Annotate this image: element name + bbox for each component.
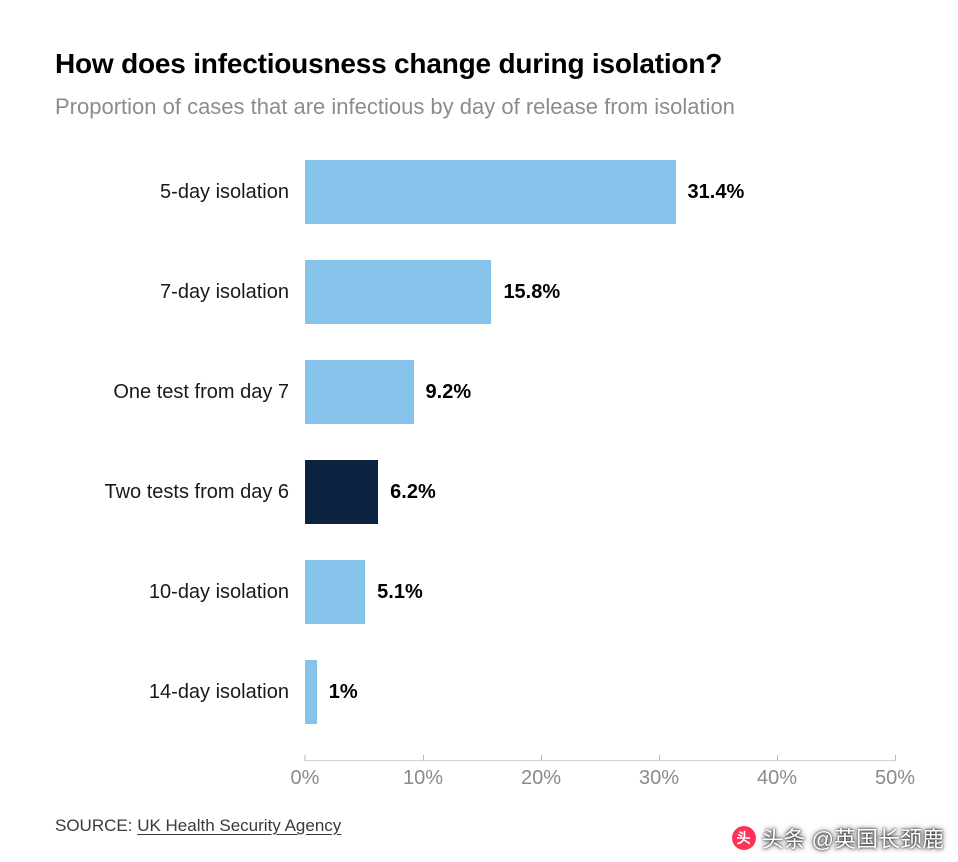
plot-area: 9.2% bbox=[305, 360, 895, 424]
bar-row: One test from day 7 9.2% bbox=[55, 360, 903, 424]
chart-subtitle: Proportion of cases that are infectious … bbox=[55, 94, 903, 120]
bar bbox=[305, 460, 378, 524]
bar-value-label: 6.2% bbox=[378, 460, 436, 524]
bar bbox=[305, 260, 491, 324]
watermark: 头 头条 @英国长颈鹿 bbox=[732, 822, 944, 854]
bar bbox=[305, 360, 414, 424]
watermark-prefix: 头条 bbox=[762, 822, 806, 854]
x-tick: 10% bbox=[403, 755, 443, 790]
bar-value-label: 5.1% bbox=[365, 560, 423, 624]
watermark-handle: @英国长颈鹿 bbox=[812, 822, 944, 854]
x-tick: 0% bbox=[291, 755, 320, 790]
bar-row: 5-day isolation 31.4% bbox=[55, 160, 903, 224]
category-label: One test from day 7 bbox=[55, 381, 305, 404]
bar-row: 14-day isolation 1% bbox=[55, 660, 903, 724]
category-label: 14-day isolation bbox=[55, 681, 305, 704]
bar-value-label: 1% bbox=[317, 660, 358, 724]
bar bbox=[305, 560, 365, 624]
x-tick-label: 20% bbox=[521, 767, 561, 790]
bar-value-label: 15.8% bbox=[491, 260, 560, 324]
chart-title: How does infectiousness change during is… bbox=[55, 48, 903, 80]
source-prefix: SOURCE: bbox=[55, 816, 137, 835]
source-link[interactable]: UK Health Security Agency bbox=[137, 816, 341, 835]
x-tick-label: 30% bbox=[639, 767, 679, 790]
plot-area: 31.4% bbox=[305, 160, 895, 224]
x-axis-plot: 0%10%20%30%40%50% bbox=[305, 760, 895, 796]
category-label: 10-day isolation bbox=[55, 581, 305, 604]
plot-area: 5.1% bbox=[305, 560, 895, 624]
plot-area: 15.8% bbox=[305, 260, 895, 324]
watermark-icon: 头 bbox=[732, 826, 756, 850]
x-tick-label: 10% bbox=[403, 767, 443, 790]
plot-area: 1% bbox=[305, 660, 895, 724]
x-tick: 30% bbox=[639, 755, 679, 790]
bar-value-label: 9.2% bbox=[414, 360, 472, 424]
bar-chart: 5-day isolation 31.4% 7-day isolation 15.8%… bbox=[55, 160, 903, 796]
x-tick-label: 50% bbox=[875, 767, 915, 790]
bar-row: 7-day isolation 15.8% bbox=[55, 260, 903, 324]
bar-value-label: 31.4% bbox=[676, 160, 745, 224]
chart-card: How does infectiousness change during is… bbox=[0, 0, 958, 862]
plot-area: 6.2% bbox=[305, 460, 895, 524]
x-axis: 0%10%20%30%40%50% bbox=[55, 760, 903, 796]
category-label: 7-day isolation bbox=[55, 281, 305, 304]
x-tick: 40% bbox=[757, 755, 797, 790]
category-label: Two tests from day 6 bbox=[55, 481, 305, 504]
bar bbox=[305, 160, 676, 224]
x-tick: 20% bbox=[521, 755, 561, 790]
bar-row: Two tests from day 6 6.2% bbox=[55, 460, 903, 524]
x-tick: 50% bbox=[875, 755, 915, 790]
bar bbox=[305, 660, 317, 724]
x-tick-label: 0% bbox=[291, 767, 320, 790]
bar-row: 10-day isolation 5.1% bbox=[55, 560, 903, 624]
category-label: 5-day isolation bbox=[55, 181, 305, 204]
x-tick-label: 40% bbox=[757, 767, 797, 790]
